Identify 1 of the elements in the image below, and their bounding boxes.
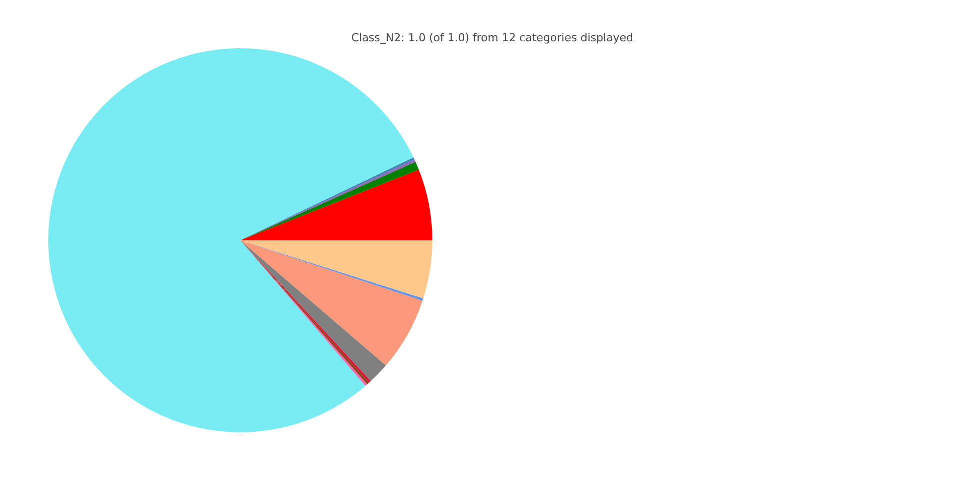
text: Class_N2: 1.0 (of 1.0) from 12 categories displayed (351, 32, 634, 44)
